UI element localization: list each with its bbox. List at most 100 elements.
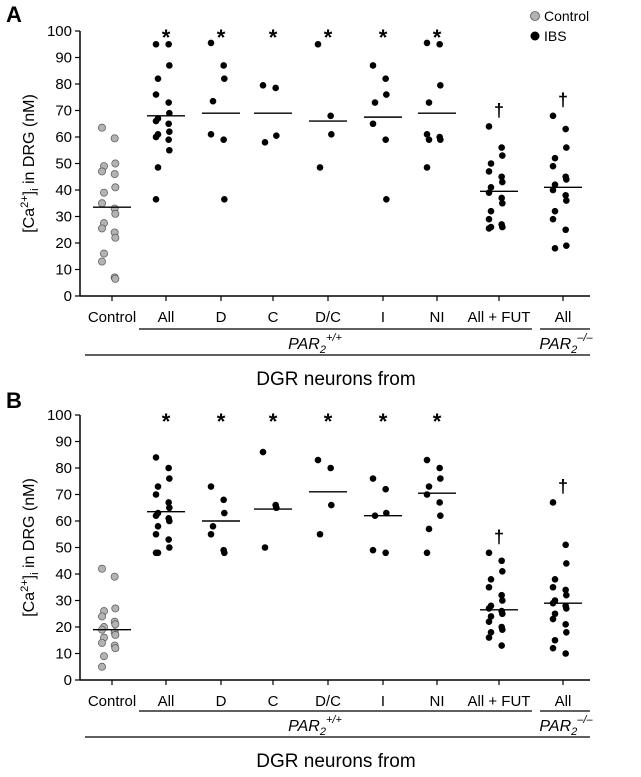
y-tick-label: 50 xyxy=(55,156,72,173)
data-point xyxy=(327,112,334,120)
y-tick-label: 80 xyxy=(55,460,72,477)
data-point xyxy=(98,167,106,176)
data-group: * xyxy=(202,409,240,557)
data-point xyxy=(165,136,172,143)
data-point xyxy=(563,591,570,599)
data-point xyxy=(111,274,120,283)
data-point xyxy=(166,544,173,551)
x-category-label: NI xyxy=(430,693,445,710)
data-point xyxy=(487,184,495,191)
data-group: * xyxy=(147,409,185,557)
y-axis-label: [Ca2+]i in DRG (nM) xyxy=(19,94,41,233)
data-group xyxy=(93,564,131,671)
data-point xyxy=(328,501,335,509)
legend: Control IBS xyxy=(530,8,589,44)
data-point xyxy=(152,530,160,538)
data-point xyxy=(369,546,377,554)
y-tick-label: 60 xyxy=(55,129,72,146)
x-category-label: NI xyxy=(430,309,445,326)
legend-control-label: Control xyxy=(544,8,589,24)
data-point xyxy=(498,173,505,181)
group-label-par2-wt: PAR2+/+ xyxy=(288,714,342,738)
data-point xyxy=(327,464,334,472)
data-point xyxy=(98,564,106,573)
data-point xyxy=(110,170,119,179)
data-point xyxy=(485,168,493,175)
data-group: * xyxy=(254,409,292,551)
y-tick-label: 30 xyxy=(55,593,72,610)
data-point xyxy=(111,620,120,629)
data-point xyxy=(261,139,269,146)
data-point xyxy=(273,132,280,139)
data-point xyxy=(209,97,217,105)
data-point xyxy=(316,164,324,171)
data-point xyxy=(207,530,215,538)
x-category-label: D xyxy=(216,693,227,710)
x-category-label: D/C xyxy=(315,693,341,710)
data-point xyxy=(499,199,506,207)
legend-ibs-marker xyxy=(530,31,540,41)
data-point xyxy=(111,604,120,613)
data-point xyxy=(383,195,390,203)
data-point xyxy=(371,99,379,106)
data-point xyxy=(152,40,160,48)
data-point xyxy=(423,491,431,498)
significance-marker: † xyxy=(494,100,504,120)
data-point xyxy=(562,192,569,199)
y-tick-label: 40 xyxy=(55,566,72,583)
data-group: * xyxy=(147,25,185,203)
data-group: † xyxy=(544,476,582,657)
data-point xyxy=(316,530,324,538)
data-point xyxy=(166,475,173,482)
data-point xyxy=(207,483,215,490)
data-point xyxy=(549,615,557,623)
data-point xyxy=(111,644,120,653)
data-point xyxy=(369,120,377,128)
group-label-par2-ko: PAR2–/– xyxy=(539,332,593,356)
data-point xyxy=(425,99,433,106)
data-point xyxy=(485,583,493,591)
significance-marker: * xyxy=(162,25,171,50)
y-tick-label: 80 xyxy=(55,76,72,93)
significance-marker: * xyxy=(217,25,226,50)
data-point xyxy=(562,125,569,133)
data-point xyxy=(166,109,173,117)
data-point xyxy=(100,652,108,661)
data-point xyxy=(221,549,228,557)
data-point xyxy=(98,638,106,647)
data-point xyxy=(562,226,569,234)
data-point xyxy=(485,225,493,232)
data-point xyxy=(563,197,570,204)
data-point xyxy=(165,536,172,543)
data-point xyxy=(551,576,559,583)
group-label-par2-ko: PAR2–/– xyxy=(539,714,593,738)
data-group: † xyxy=(480,100,518,232)
data-point xyxy=(165,40,172,48)
data-point xyxy=(221,75,228,82)
data-point xyxy=(562,621,569,628)
data-point xyxy=(207,39,215,47)
data-point xyxy=(369,62,377,69)
data-point xyxy=(485,549,493,557)
data-point xyxy=(382,485,389,493)
data-point xyxy=(549,112,557,120)
data-point xyxy=(111,233,120,242)
y-tick-label: 100 xyxy=(47,23,72,40)
data-point xyxy=(499,626,506,633)
significance-marker: * xyxy=(379,409,388,434)
x-category-label: I xyxy=(381,309,385,326)
y-tick-label: 10 xyxy=(55,262,72,279)
data-point xyxy=(499,152,506,159)
x-axis-label: DGR neurons from xyxy=(256,751,415,772)
data-point xyxy=(563,629,570,636)
x-category-label: C xyxy=(268,693,279,710)
data-point xyxy=(152,133,160,141)
data-point xyxy=(259,82,267,89)
legend-control-marker xyxy=(530,11,540,21)
y-tick-label: 30 xyxy=(55,209,72,226)
data-point xyxy=(562,541,569,549)
data-point xyxy=(551,207,559,215)
data-point xyxy=(166,146,173,154)
data-point xyxy=(152,117,160,125)
